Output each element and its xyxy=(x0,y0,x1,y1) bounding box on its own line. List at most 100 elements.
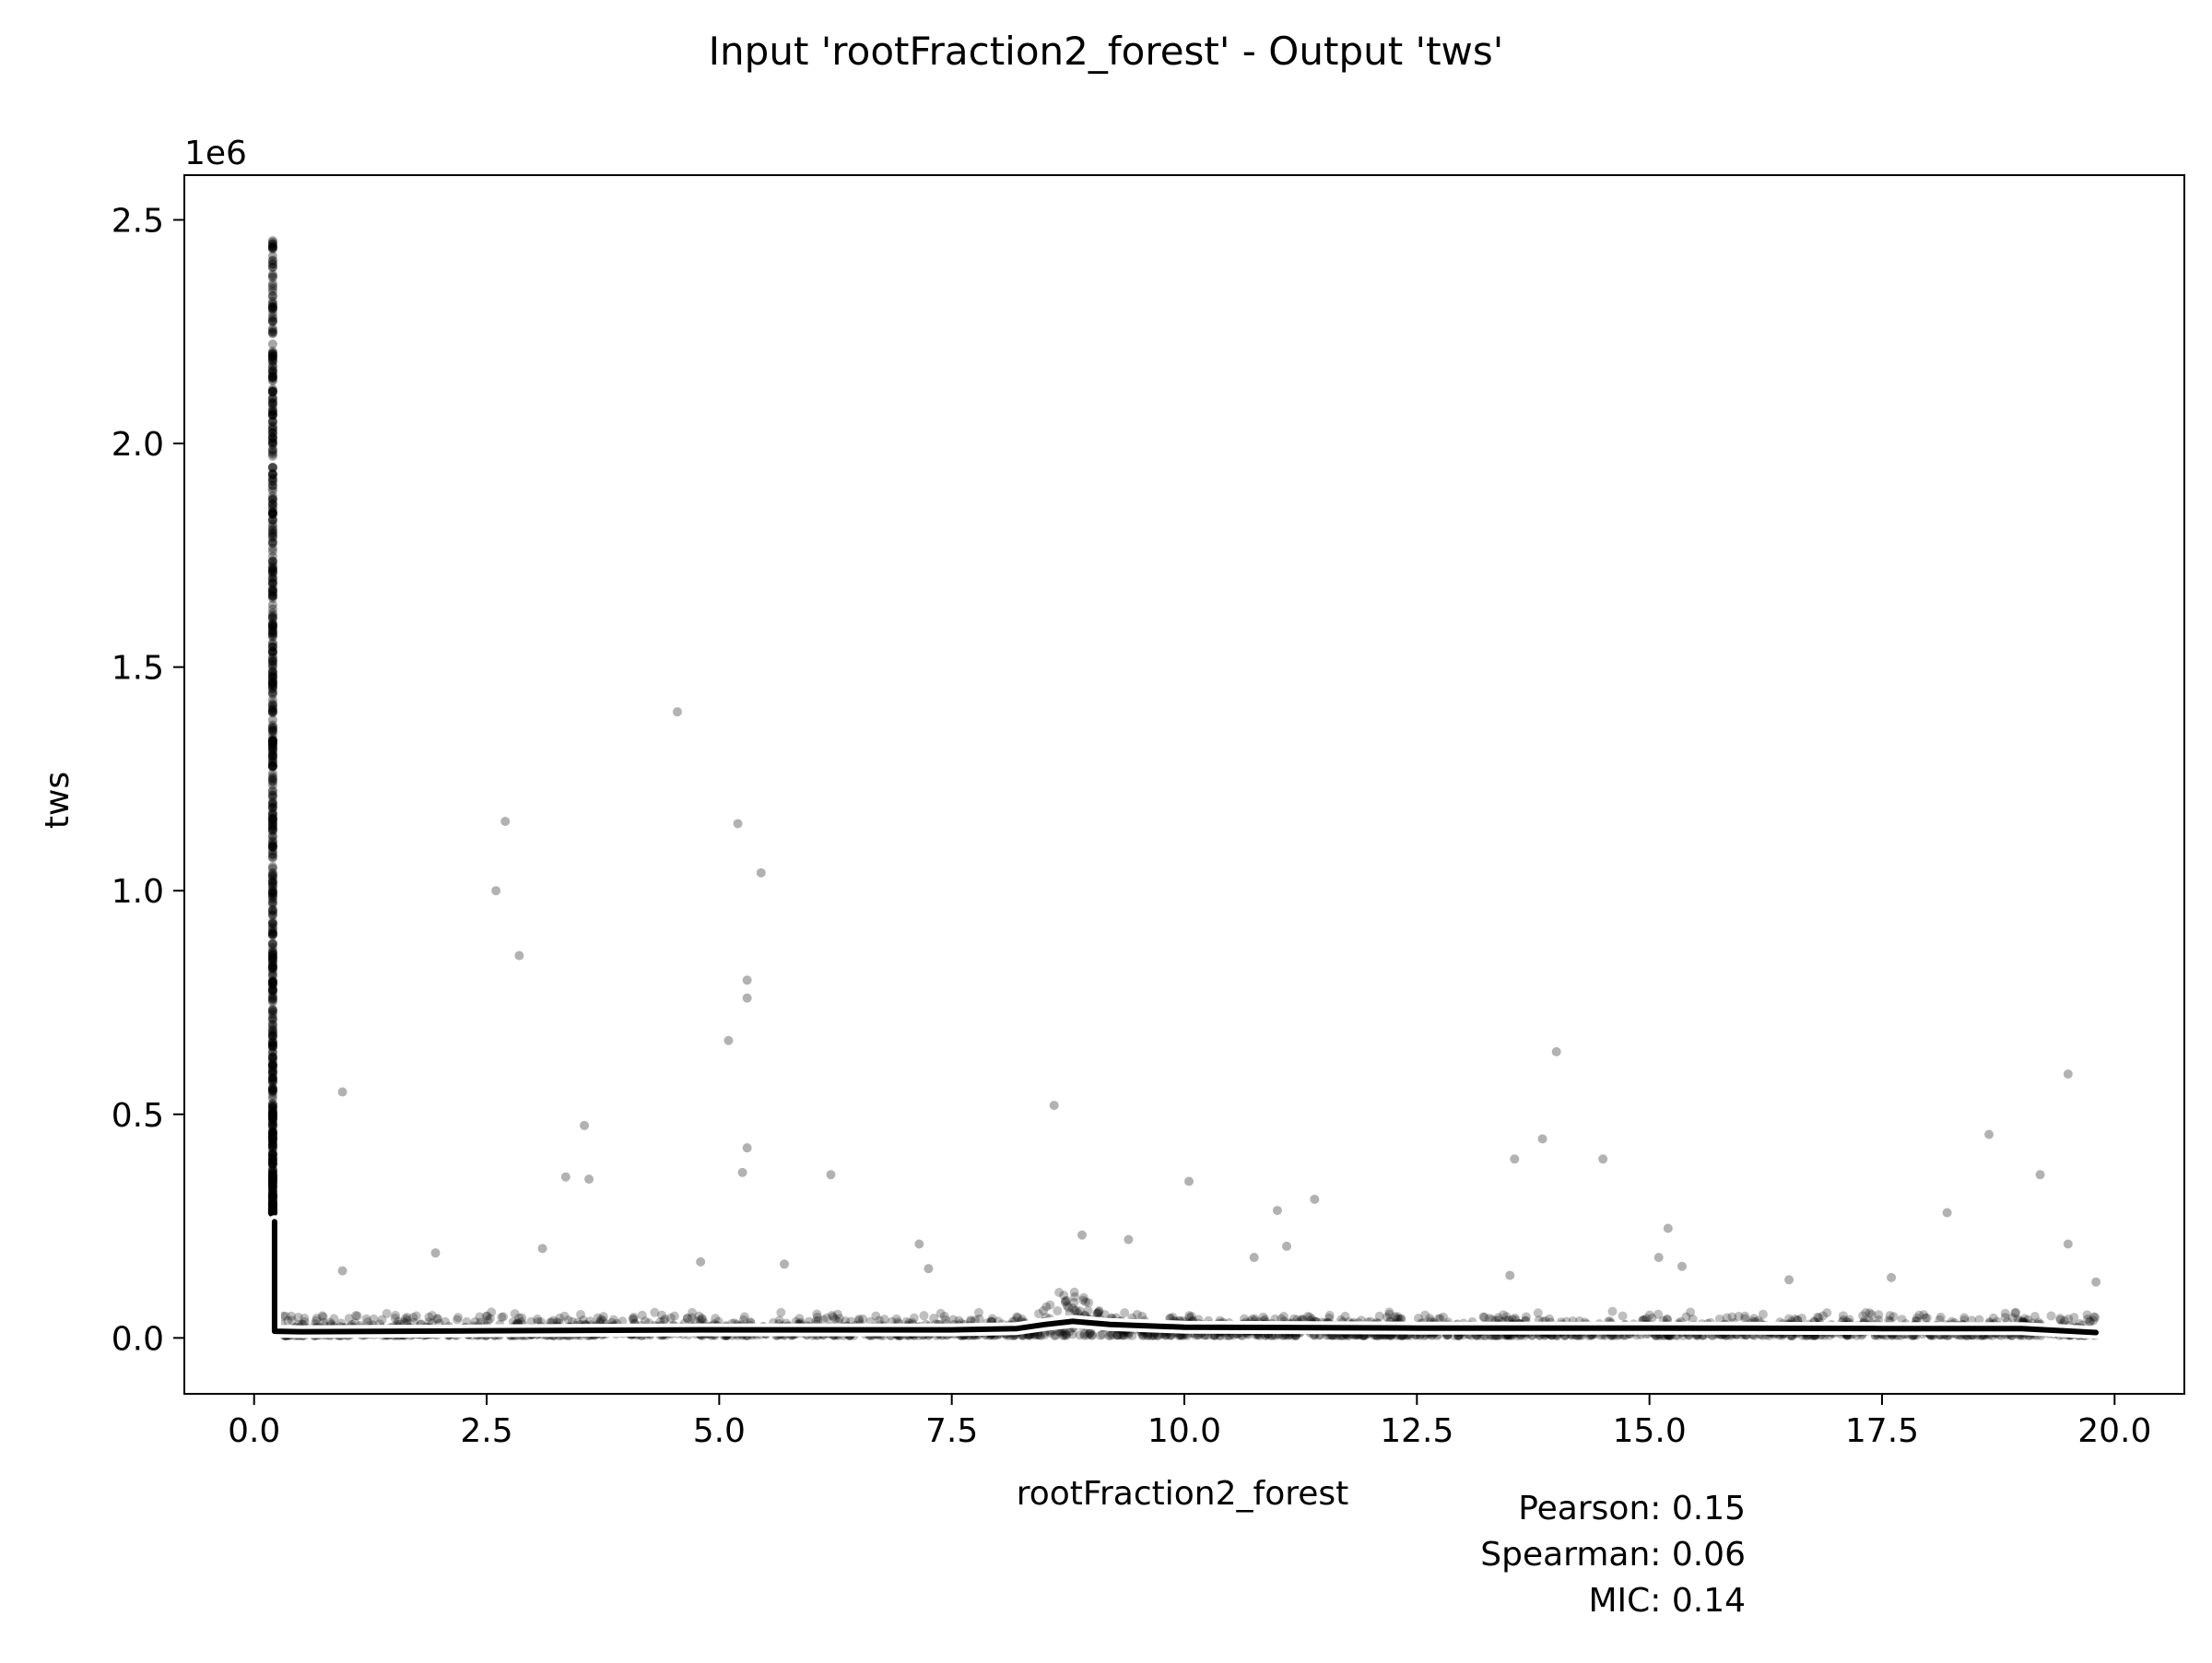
column-point xyxy=(267,566,277,576)
column-point xyxy=(267,407,277,417)
band-point xyxy=(711,1314,721,1324)
column-point xyxy=(267,1154,277,1164)
column-point xyxy=(267,578,277,588)
x-tick-label: 2.5 xyxy=(460,1412,512,1450)
column-point xyxy=(267,1178,277,1188)
column-point xyxy=(267,355,277,365)
column-point xyxy=(267,749,277,760)
column-point xyxy=(267,655,277,666)
column-point xyxy=(267,585,277,596)
band-point xyxy=(1813,1312,1823,1322)
column-point xyxy=(267,825,277,835)
band-point xyxy=(695,1315,705,1326)
column-point xyxy=(267,623,277,633)
column-point xyxy=(267,643,277,653)
column-point xyxy=(267,1192,277,1202)
column-point xyxy=(267,538,277,548)
band-point xyxy=(585,1316,595,1327)
column-point xyxy=(267,1085,277,1095)
column-point xyxy=(267,494,277,504)
column-point xyxy=(267,1207,277,1217)
scatter-point xyxy=(267,1109,277,1119)
column-point xyxy=(267,1160,277,1170)
column-point xyxy=(267,440,277,450)
band-point xyxy=(1079,1330,1089,1340)
band-point xyxy=(1545,1314,1555,1324)
band-point xyxy=(319,1317,329,1327)
column-point xyxy=(267,1175,277,1185)
x-tick-label: 0.0 xyxy=(228,1412,280,1450)
band-point xyxy=(687,1313,697,1323)
column-point xyxy=(267,1170,277,1180)
column-point xyxy=(267,737,277,748)
column-point xyxy=(267,507,277,517)
y-tick-label: 0.5 xyxy=(112,1097,164,1135)
column-point xyxy=(267,499,277,509)
column-point xyxy=(267,736,277,746)
column-point xyxy=(267,619,277,630)
column-point xyxy=(267,308,277,318)
column-point xyxy=(267,678,277,689)
column-point xyxy=(267,758,277,768)
band-point xyxy=(935,1308,946,1318)
column-point xyxy=(267,738,277,749)
column-point xyxy=(267,1207,277,1217)
column-point xyxy=(267,938,277,949)
column-point xyxy=(267,910,277,920)
column-point xyxy=(267,621,277,631)
column-point xyxy=(267,1013,277,1023)
column-point xyxy=(267,1181,277,1191)
band-point xyxy=(1510,1313,1520,1323)
scatter-point xyxy=(756,867,766,878)
column-point xyxy=(267,372,277,382)
band-point xyxy=(1059,1330,1069,1340)
column-point xyxy=(267,978,277,988)
column-point xyxy=(267,1202,277,1212)
column-point xyxy=(267,1119,277,1129)
column-point xyxy=(267,403,277,413)
column-point xyxy=(267,928,277,938)
column-point xyxy=(267,995,277,1005)
column-point xyxy=(267,1204,277,1214)
band-point xyxy=(1277,1314,1287,1324)
column-point xyxy=(267,1196,277,1206)
column-point xyxy=(267,1201,277,1211)
plot-marks xyxy=(267,236,2103,1340)
column-point xyxy=(267,476,277,486)
column-point xyxy=(267,1111,277,1121)
column-point xyxy=(267,1177,277,1187)
column-point xyxy=(267,477,277,487)
column-point xyxy=(267,416,277,426)
column-point xyxy=(267,1110,277,1120)
column-point xyxy=(267,269,277,279)
column-point xyxy=(267,813,277,823)
column-point xyxy=(267,1075,277,1085)
band-point xyxy=(830,1314,841,1324)
column-point xyxy=(267,400,277,410)
column-point xyxy=(267,1103,277,1113)
band-point xyxy=(1040,1330,1050,1340)
column-point xyxy=(267,886,277,896)
column-point xyxy=(267,1119,277,1129)
column-point xyxy=(267,1199,277,1209)
band-point xyxy=(1080,1297,1090,1307)
column-point xyxy=(267,1040,277,1050)
column-point xyxy=(267,525,277,535)
column-point xyxy=(267,1108,277,1118)
column-point xyxy=(267,978,277,988)
column-point xyxy=(267,572,277,583)
column-point xyxy=(267,357,277,367)
scatter-point xyxy=(924,1264,934,1274)
column-point xyxy=(267,626,277,636)
column-point xyxy=(267,897,277,907)
column-point xyxy=(267,431,277,442)
column-point xyxy=(267,960,277,970)
scatter-point xyxy=(267,483,277,493)
column-point xyxy=(267,1067,277,1078)
column-point xyxy=(267,578,277,588)
band-point xyxy=(514,1313,524,1323)
column-point xyxy=(267,706,277,716)
column-point xyxy=(267,746,277,756)
column-point xyxy=(267,371,277,381)
